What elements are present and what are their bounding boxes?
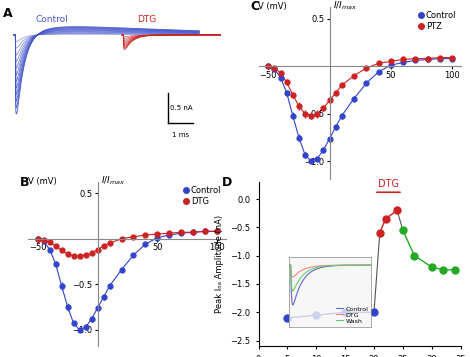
Text: B: B xyxy=(20,176,30,188)
Text: DTG: DTG xyxy=(138,15,157,24)
Text: $I/I_{max}$: $I/I_{max}$ xyxy=(333,0,357,12)
Y-axis label: Peak Iₙₐ Amplitude (nA): Peak Iₙₐ Amplitude (nA) xyxy=(215,215,225,313)
Legend: Control, PTZ: Control, PTZ xyxy=(418,11,456,31)
Legend: Control, DTG, Wash: Control, DTG, Wash xyxy=(336,306,368,323)
Text: Control: Control xyxy=(36,15,68,24)
Text: V (mV): V (mV) xyxy=(258,2,287,11)
Legend: Control, DTG: Control, DTG xyxy=(183,186,221,206)
Text: 1 ms: 1 ms xyxy=(172,132,189,138)
Text: C: C xyxy=(251,0,259,13)
Text: D: D xyxy=(222,176,232,188)
Text: $I/I_{max}$: $I/I_{max}$ xyxy=(101,174,125,187)
Text: V (mV): V (mV) xyxy=(28,177,57,186)
Text: DTG: DTG xyxy=(378,180,399,190)
Text: A: A xyxy=(2,7,12,20)
Text: 0.5 nA: 0.5 nA xyxy=(170,105,193,111)
